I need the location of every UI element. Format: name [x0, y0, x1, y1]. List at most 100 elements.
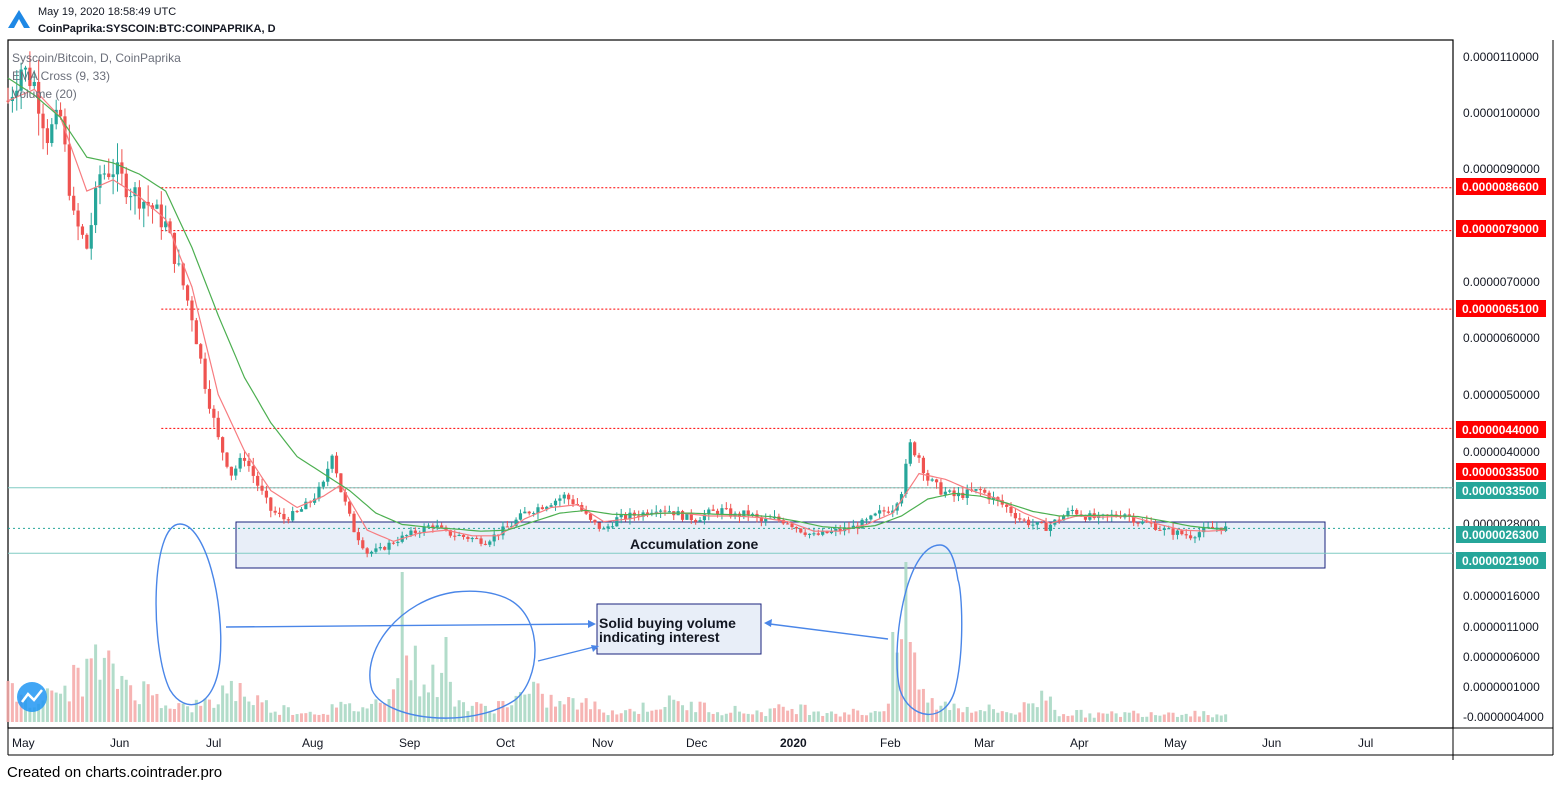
volume-bar	[545, 707, 549, 722]
price-tick: 0.0000070000	[1463, 275, 1540, 289]
volume-bar	[413, 645, 417, 722]
volume-bar	[694, 712, 698, 722]
candle-body	[1061, 516, 1066, 521]
volume-bar	[330, 704, 334, 722]
volume-bar	[243, 696, 247, 722]
candle-body	[527, 511, 531, 514]
volume-bar	[335, 707, 338, 722]
volume-bar	[926, 702, 930, 722]
volume-bar	[532, 681, 536, 722]
candle-body	[383, 547, 387, 550]
candle-body	[505, 526, 509, 528]
candle-body	[321, 481, 325, 487]
volume-bar	[930, 698, 934, 722]
volume-bar	[15, 701, 19, 722]
candle-body	[1127, 514, 1131, 516]
candle-body	[374, 548, 378, 552]
volume-bar	[1018, 712, 1022, 722]
volume-bar	[777, 704, 781, 722]
candle-body	[1070, 509, 1074, 511]
volume-bar	[1175, 716, 1179, 722]
level-tag	[1456, 463, 1546, 480]
accumulation-zone-box[interactable]	[235, 521, 1326, 569]
candle-body	[794, 526, 798, 529]
volume-bar	[1110, 711, 1114, 722]
volume-bar	[326, 714, 330, 722]
volume-bar	[632, 711, 636, 722]
candle-body	[812, 533, 816, 535]
candle-body	[978, 489, 982, 491]
volume-bar	[593, 701, 597, 722]
candle-body	[948, 490, 952, 492]
volume-bar	[956, 708, 960, 722]
candle-body	[1018, 518, 1022, 520]
volume-bar	[203, 698, 207, 722]
volume-bar	[645, 711, 649, 722]
candle-body	[720, 508, 724, 515]
candle-body	[532, 513, 536, 515]
candle-body	[899, 494, 904, 504]
volume-bar	[996, 712, 1000, 722]
candle-body	[869, 515, 873, 520]
volume-bar	[295, 714, 299, 722]
volume-bar	[834, 713, 838, 722]
candle-body	[619, 514, 623, 518]
volume-bar	[247, 701, 251, 722]
callout-line-2: indicating interest	[599, 629, 720, 645]
price-chart[interactable]: 0.0000110000 0.0000100000 0.0000090000 0…	[0, 0, 1558, 760]
annotation-ellipse	[369, 590, 536, 719]
volume-bar	[1022, 702, 1026, 722]
candle-body	[15, 90, 19, 97]
callout-box[interactable]	[596, 603, 762, 655]
volume-bar	[1053, 709, 1057, 722]
candle-body	[825, 530, 829, 534]
candle-body	[1171, 528, 1175, 535]
candle-body	[667, 511, 671, 513]
volume-bar	[24, 699, 28, 722]
volume-bar	[313, 714, 317, 722]
volume-bar	[1167, 712, 1171, 722]
volume-bar	[207, 699, 211, 722]
volume-bar	[724, 713, 728, 722]
volume-bar	[1119, 716, 1123, 722]
volume-bar	[886, 703, 890, 722]
candle-body	[94, 187, 98, 226]
volume-bar	[10, 683, 14, 722]
volume-bar	[488, 712, 492, 722]
volume-bar	[759, 712, 763, 722]
candle-body	[864, 519, 869, 521]
candle-body	[1005, 504, 1009, 507]
time-tick: Apr	[1070, 736, 1089, 750]
volume-bar	[816, 711, 820, 722]
candle-body	[606, 526, 610, 529]
candle-body	[150, 205, 155, 209]
price-tick: 0.0000011000	[1463, 620, 1539, 634]
candle-body	[28, 67, 32, 87]
volume-bar	[155, 693, 159, 722]
volume-bar	[229, 680, 233, 722]
volume-bar	[908, 642, 912, 722]
candle-body	[168, 221, 172, 233]
candle-body	[334, 455, 339, 474]
volume-bar	[781, 706, 785, 722]
candle-body	[1026, 519, 1031, 526]
arrow-head	[764, 619, 772, 627]
volume-bar	[711, 713, 715, 722]
volume-bar	[536, 683, 540, 722]
candle-body	[1153, 523, 1158, 530]
candle-body	[965, 489, 969, 498]
candle-body	[365, 548, 369, 554]
volume-bar	[860, 714, 864, 722]
volume-bar	[1162, 714, 1166, 722]
candle-body	[956, 492, 961, 497]
candle-body	[908, 442, 912, 464]
volume-bar	[786, 710, 790, 722]
volume-bar	[917, 689, 921, 722]
candle-body	[348, 501, 352, 514]
volume-bar	[961, 712, 965, 722]
time-tick: Nov	[592, 736, 613, 750]
candle-body	[142, 201, 146, 209]
volume-bar	[650, 710, 654, 722]
candle-body	[742, 510, 746, 518]
candle-body	[466, 536, 470, 539]
